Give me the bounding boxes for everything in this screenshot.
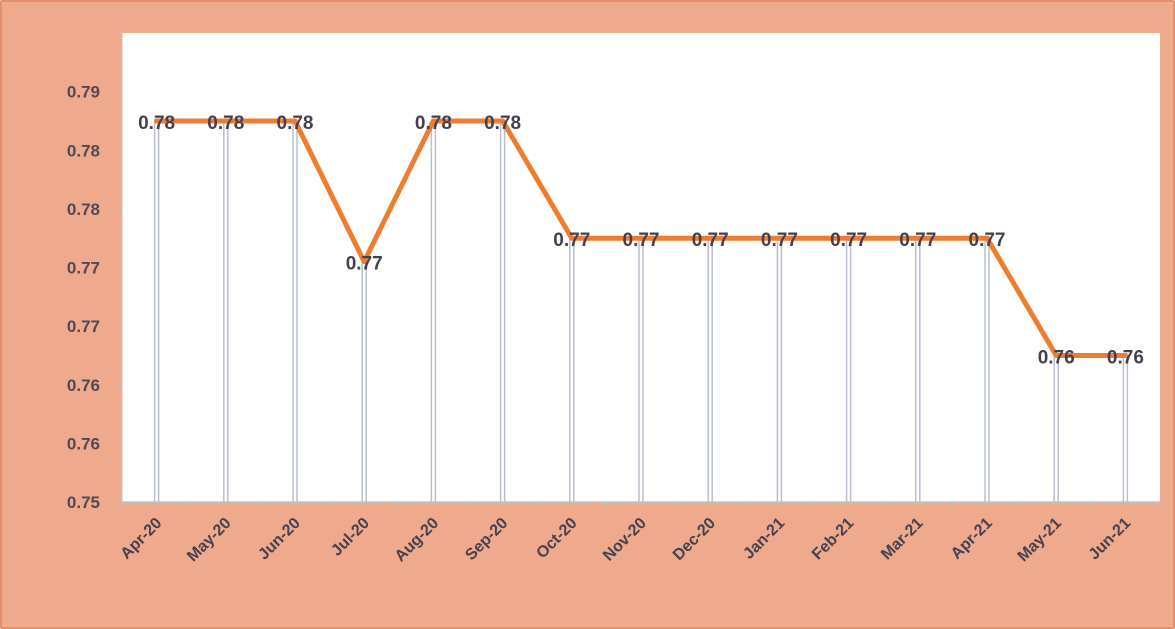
data-label: 0.78 [484, 113, 521, 134]
data-point [1053, 352, 1059, 358]
y-tick-label: 0.78 [67, 200, 100, 219]
data-label: 0.78 [207, 113, 244, 134]
y-tick-label: 0.76 [67, 376, 100, 395]
y-tick-label: 0.77 [67, 259, 100, 278]
plot-area [122, 33, 1160, 502]
data-point [154, 118, 160, 124]
data-label: 0.78 [138, 113, 175, 134]
data-point [1122, 352, 1128, 358]
y-tick-label: 0.77 [67, 317, 100, 336]
data-point [915, 235, 921, 241]
data-label: 0.76 [1038, 347, 1075, 368]
data-label: 0.77 [830, 230, 867, 251]
data-point [776, 235, 782, 241]
data-point [984, 235, 990, 241]
data-point [707, 235, 713, 241]
y-tick-label: 0.79 [67, 83, 100, 102]
data-label: 0.77 [623, 230, 660, 251]
y-tick-label: 0.75 [67, 493, 100, 512]
data-point [430, 118, 436, 124]
data-point [638, 235, 644, 241]
data-point [500, 118, 506, 124]
y-tick-label: 0.76 [67, 434, 100, 453]
y-tick-label: 0.78 [67, 141, 100, 160]
data-label: 0.76 [1107, 347, 1144, 368]
data-label: 0.77 [899, 230, 936, 251]
data-label: 0.77 [692, 230, 729, 251]
data-point [292, 118, 298, 124]
data-label: 0.77 [969, 230, 1006, 251]
data-point [223, 118, 229, 124]
data-label: 0.78 [277, 113, 314, 134]
data-point [846, 235, 852, 241]
data-point [569, 235, 575, 241]
data-label: 0.77 [761, 230, 798, 251]
data-label: 0.77 [553, 230, 590, 251]
data-point [361, 259, 367, 265]
data-label: 0.78 [415, 113, 452, 134]
data-label: 0.77 [346, 254, 383, 275]
